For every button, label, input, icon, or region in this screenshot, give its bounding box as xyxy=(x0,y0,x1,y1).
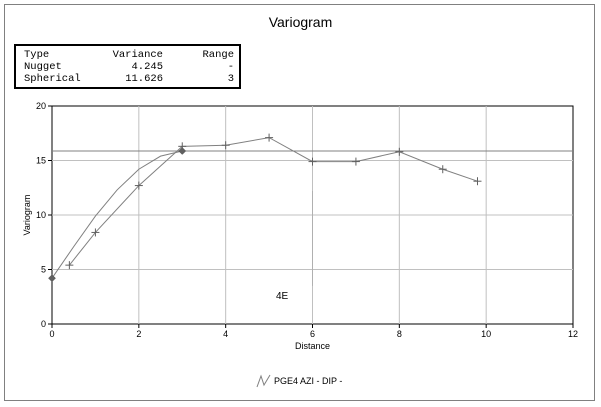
x-tick-label: 0 xyxy=(49,329,54,339)
experimental-point xyxy=(265,133,274,142)
experimental-point xyxy=(351,157,360,166)
model-table-header: Type Variance Range xyxy=(16,49,239,62)
header-range: Range xyxy=(202,49,234,61)
chart-title: Variogram xyxy=(268,14,333,30)
model-table-row-spherical: Spherical 11.626 3 xyxy=(16,73,239,86)
x-tick-label: 6 xyxy=(310,329,315,339)
legend-line-icon xyxy=(256,374,271,388)
experimental-point xyxy=(134,181,143,190)
legend-entry-label: PGE4 AZI - DIP - xyxy=(274,376,343,386)
x-tick-label: 10 xyxy=(481,329,491,339)
series-group xyxy=(48,133,573,283)
variogram-model-table: Type Variance Range Nugget 4.245 - Spher… xyxy=(14,44,241,89)
y-tick-label: 0 xyxy=(41,319,46,329)
axis-ticks: 0 2 4 6 8 10 12 0 5 10 15 20 xyxy=(36,101,578,339)
x-tick-label: 4 xyxy=(223,329,228,339)
x-tick-label: 12 xyxy=(568,329,578,339)
experimental-point xyxy=(473,177,482,186)
nugget-marker xyxy=(48,274,56,283)
spherical-range: 3 xyxy=(227,73,234,85)
header-type: Type xyxy=(24,49,50,61)
experimental-point xyxy=(91,228,100,237)
experimental-point xyxy=(308,157,317,166)
nugget-range: - xyxy=(227,61,234,73)
nugget-type: Nugget xyxy=(24,61,62,73)
spherical-variance: 11.626 xyxy=(125,73,163,85)
range-marker xyxy=(178,147,187,155)
model-curve xyxy=(51,150,573,279)
spherical-type: Spherical xyxy=(24,73,81,85)
y-axis-label: Variogram xyxy=(22,195,32,236)
experimental-point xyxy=(221,141,230,150)
legend: PGE4 AZI - DIP - xyxy=(256,374,342,388)
y-tick-label: 15 xyxy=(36,156,46,166)
y-tick-label: 20 xyxy=(36,101,46,111)
model-table-row-nugget: Nugget 4.245 - xyxy=(16,61,239,74)
x-tick-label: 8 xyxy=(397,329,402,339)
x-axis-label: Distance xyxy=(295,341,330,351)
chart-annotation: 4E xyxy=(276,291,289,302)
y-tick-label: 10 xyxy=(36,210,46,220)
experimental-point xyxy=(395,147,404,156)
experimental-point xyxy=(438,165,447,174)
nugget-variance: 4.245 xyxy=(131,61,163,73)
x-tick-label: 2 xyxy=(136,329,141,339)
experimental-point xyxy=(65,261,74,270)
header-variance: Variance xyxy=(112,49,163,61)
y-tick-label: 5 xyxy=(41,265,46,275)
